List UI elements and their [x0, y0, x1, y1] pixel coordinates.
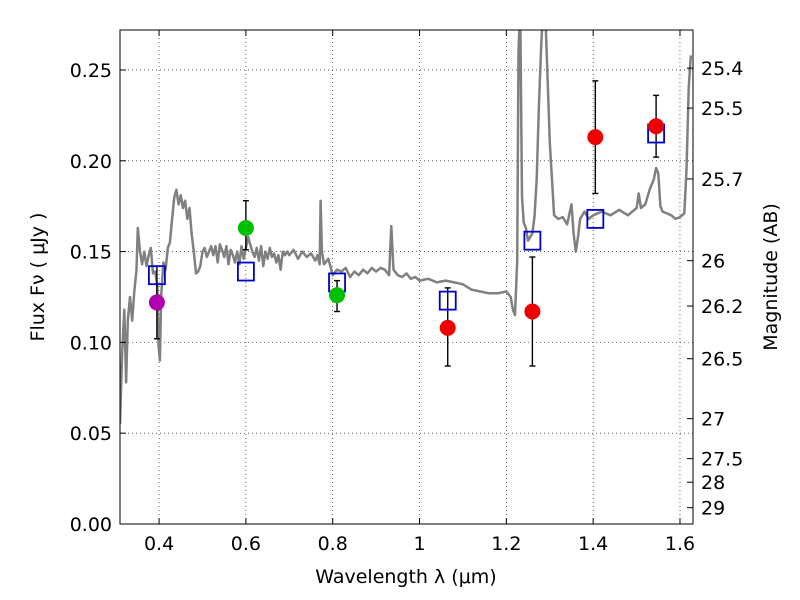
observed-point: [648, 118, 665, 135]
observed-point: [329, 287, 346, 304]
model-point-square: [147, 265, 166, 286]
observed-point: [439, 319, 456, 336]
spectrum-line: [120, 30, 693, 425]
y-tick-label: 0.05: [70, 423, 112, 445]
magnitude-tick-label: 26.5: [701, 349, 743, 371]
x-axis-title: Wavelength λ (μm): [315, 566, 496, 588]
magnitude-tick-label: 25.7: [701, 169, 743, 191]
observed-photometry: [148, 118, 665, 336]
model-point-square: [586, 208, 605, 229]
x-tick-label: 0.8: [318, 533, 348, 555]
model-photometry: [147, 123, 666, 311]
observed-point: [587, 129, 604, 146]
y-axis-title: Flux Fν ( μJy ): [27, 213, 49, 342]
observed-point: [237, 219, 254, 236]
y-tick-label: 0.10: [70, 332, 112, 354]
y-axis-ticks: 0.00 0.05 0.10 0.15 0.20 0.25: [70, 60, 126, 536]
x-tick-label: 1: [413, 533, 425, 555]
magnitude-tick-label: 29: [701, 498, 725, 520]
magnitude-tick-label: 25.5: [701, 98, 743, 120]
magnitude-axis-title: Magnitude (AB): [760, 203, 782, 351]
x-tick-label: 1.2: [491, 533, 521, 555]
observed-point: [524, 303, 541, 320]
magnitude-axis-ticks: 25.4 25.5 25.7 26 26.2 26.5 27 27.528 29: [687, 58, 743, 520]
error-bars: [153, 80, 660, 367]
y-tick-label: 0.15: [70, 242, 112, 264]
x-tick-label: 0.4: [144, 533, 174, 555]
y-tick-label: 0.20: [70, 151, 112, 173]
model-point-square: [438, 290, 457, 311]
grid: [120, 30, 693, 524]
x-axis-ticks: 0.4 0.6 0.8 1 1.2 1.4 1.6: [144, 30, 695, 555]
model-point-square: [523, 230, 542, 251]
x-tick-label: 1.4: [578, 533, 608, 555]
magnitude-tick-label: 27: [701, 409, 725, 431]
plot-frame: [119, 29, 694, 525]
spectrum: [120, 30, 693, 425]
observed-point: [148, 294, 165, 311]
magnitude-tick-label: 28: [701, 472, 725, 494]
magnitude-tick-label: 27.5: [701, 449, 743, 471]
model-point-square: [236, 261, 255, 282]
magnitude-tick-label: 26: [701, 251, 725, 273]
x-tick-label: 1.6: [665, 533, 695, 555]
magnitude-tick-label: 25.4: [701, 58, 743, 80]
magnitude-tick-label: 26.2: [701, 296, 743, 318]
y-tick-label: 0.00: [70, 514, 112, 536]
y-tick-label: 0.25: [70, 60, 112, 82]
x-tick-label: 0.6: [231, 533, 261, 555]
